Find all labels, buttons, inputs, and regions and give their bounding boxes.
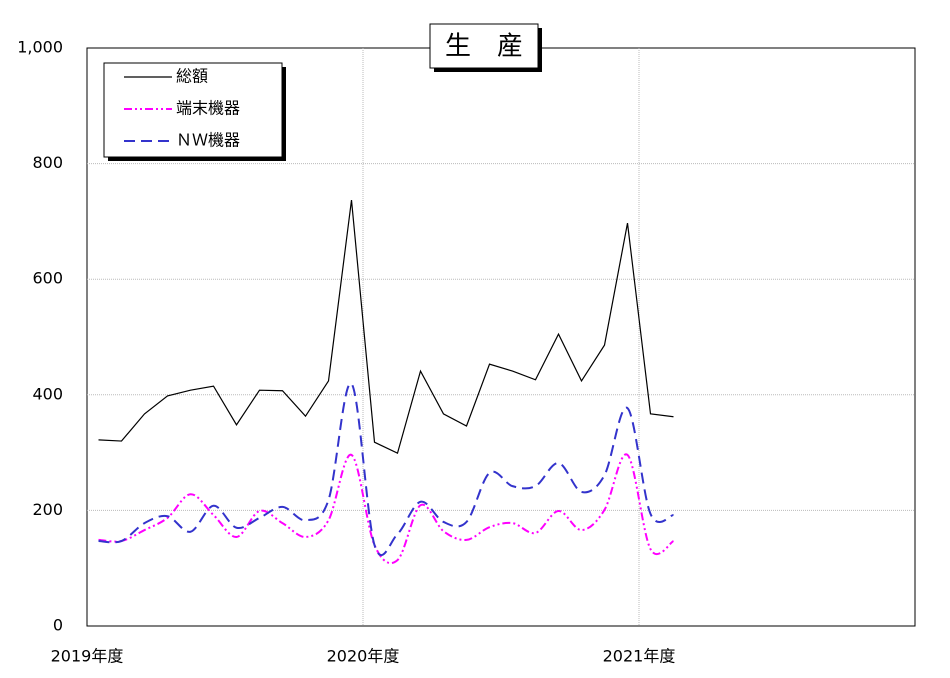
legend-label: 総額: [176, 67, 208, 86]
x-tick-label: 2020年度: [327, 647, 400, 666]
x-tick-label: 2021年度: [603, 647, 676, 666]
legend-label: ＮＷ機器: [176, 131, 240, 150]
y-tick-label: 400: [32, 384, 63, 403]
y-tick-label: 800: [32, 153, 63, 172]
title-box: [429, 23, 539, 69]
y-tick-label: 0: [53, 616, 63, 635]
y-tick-label: 600: [32, 269, 63, 288]
x-tick-label: 2019年度: [51, 647, 124, 666]
chart-title: 生 産: [445, 32, 523, 62]
series-line: [98, 382, 674, 556]
series-line: [98, 453, 675, 565]
y-tick-label: 200: [32, 500, 63, 519]
series-line: [98, 199, 674, 455]
y-tick-label: 1,000: [17, 38, 63, 57]
legend-label: 端末機器: [176, 99, 240, 118]
